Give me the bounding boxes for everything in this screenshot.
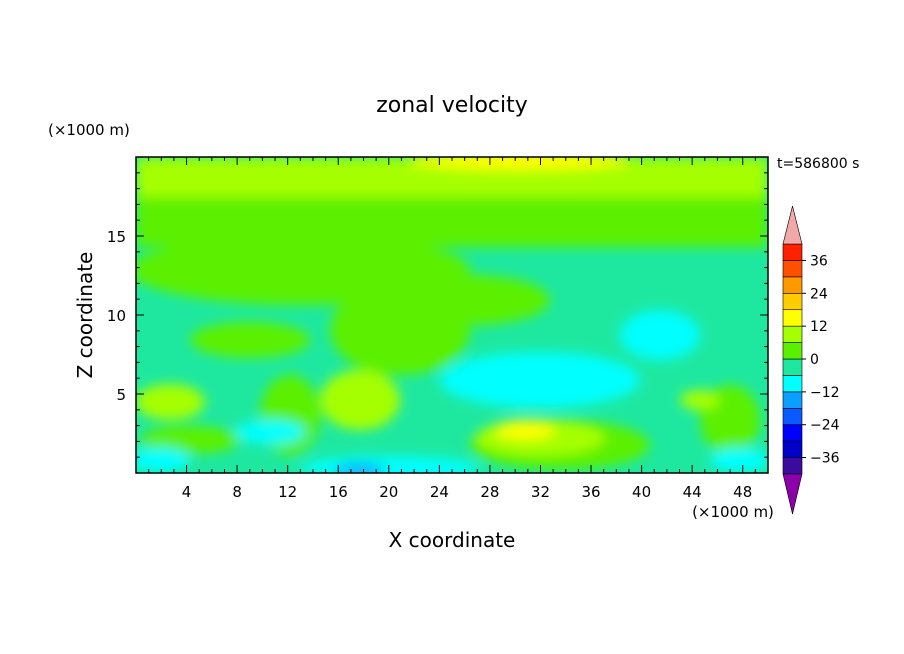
- x-unit-label: (×1000 m): [692, 503, 774, 521]
- colorbar-segment: [782, 391, 803, 409]
- y-axis-ticks: 5 10 15: [107, 172, 768, 458]
- colorbar-segment: [782, 457, 803, 475]
- center-yellowgreen-lobe: [320, 370, 400, 430]
- y-unit-label: (×1000 m): [48, 121, 130, 139]
- time-label: t=586800 s: [777, 156, 859, 172]
- colorbar-tick-label: −12: [810, 385, 840, 401]
- right-cyan-patch: [620, 310, 700, 360]
- colorbar-min-extension: [782, 473, 803, 515]
- x-tick-label: 36: [581, 483, 600, 501]
- colorbar-tick-label: 0: [810, 352, 819, 368]
- colorbar-max-extension: [782, 205, 803, 245]
- y-tick-label: 15: [107, 228, 126, 246]
- mid-cyan-region: [440, 352, 640, 408]
- x-tick-label: 12: [278, 483, 297, 501]
- right-yellowgreen-spot: [680, 390, 720, 410]
- velocity-field: [136, 157, 768, 473]
- colorbar-segment: [782, 325, 803, 343]
- x-tick-label: 44: [683, 483, 702, 501]
- jet-yellow-core: [495, 420, 555, 440]
- colorbar-tick-label: 24: [810, 286, 828, 302]
- colorbar-tick-label: 12: [810, 319, 828, 335]
- top-yellow-patch: [410, 157, 630, 170]
- colorbar: 36 24 12 0 −12 −24 −36: [782, 205, 840, 515]
- corner-cyan-patch: [136, 448, 190, 472]
- bottom-left-green: [140, 426, 240, 454]
- x-axis-ticks: 4 8 12 16 20 24 28 32 36 40 44 48: [148, 157, 756, 501]
- center-green-patch: [390, 275, 550, 325]
- colorbar-segment: [782, 276, 803, 294]
- x-tick-label: 28: [480, 483, 499, 501]
- y-axis-label: Z coordinate: [73, 252, 97, 379]
- colorbar-segment: [782, 309, 803, 327]
- left-yellowgreen-lobe: [136, 384, 205, 420]
- left-cyan-patch: [235, 420, 305, 444]
- x-axis-label: X coordinate: [389, 528, 516, 552]
- y-tick-label: 10: [107, 307, 126, 325]
- colorbar-segment: [782, 440, 803, 458]
- colorbar-segment: [782, 292, 803, 311]
- chart-title: zonal velocity: [376, 93, 528, 118]
- colorbar-tick-label: −36: [810, 451, 840, 467]
- colorbar-segment: [782, 342, 803, 360]
- colorbar-segment: [782, 375, 803, 393]
- bottom-blue-spot: [335, 464, 385, 473]
- bottom-cyan-band: [300, 456, 480, 473]
- colorbar-segment: [782, 424, 803, 442]
- colorbar-tick-label: 36: [810, 253, 828, 269]
- x-tick-label: 40: [632, 483, 651, 501]
- x-tick-label: 4: [182, 483, 192, 501]
- colorbar-segment: [782, 260, 803, 278]
- colorbar-tick-label: −24: [810, 418, 840, 434]
- y-tick-label: 5: [116, 386, 126, 404]
- upper-right-green: [440, 206, 760, 238]
- colorbar-segment: [782, 407, 803, 426]
- right-cyan-spot: [710, 448, 768, 472]
- x-tick-label: 32: [531, 483, 550, 501]
- x-tick-label: 20: [379, 483, 398, 501]
- x-tick-label: 48: [733, 483, 752, 501]
- colorbar-segment: [782, 358, 803, 376]
- left-green-tongue: [190, 322, 310, 358]
- x-tick-label: 8: [232, 483, 242, 501]
- x-tick-label: 24: [430, 483, 449, 501]
- colorbar-segment: [782, 243, 803, 261]
- x-tick-label: 16: [329, 483, 348, 501]
- upper-left-yellowgreen: [140, 170, 260, 190]
